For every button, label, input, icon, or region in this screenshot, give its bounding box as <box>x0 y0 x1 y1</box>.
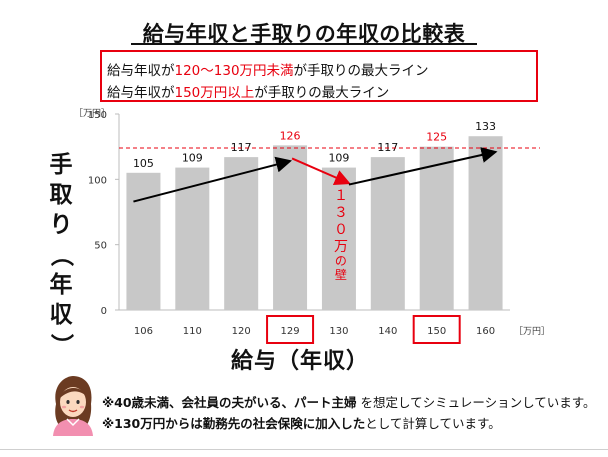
value-label-4: 109 <box>328 152 349 165</box>
value-label-6: 125 <box>426 131 447 144</box>
bar-7 <box>468 136 503 310</box>
annotation-char-5: 壁 <box>335 267 347 282</box>
note-line-2: ※130万円からは勤務先の社会保険に加入したとして計算しています。 <box>102 413 501 432</box>
y-axis-label-char-0: 手 <box>49 152 73 178</box>
callout-line-2: 給与年収が150万円以上が手取りの最大ライン <box>107 81 389 101</box>
category-label-0: 106 <box>134 326 153 337</box>
annotation-char-0: １ <box>334 188 348 204</box>
woman-avatar-icon <box>53 376 93 436</box>
bar-1 <box>175 167 210 310</box>
value-label-0: 105 <box>133 157 154 170</box>
bar-0 <box>126 172 161 310</box>
category-label-7: 160 <box>476 326 495 337</box>
annotation-char-3: 万 <box>334 239 348 255</box>
bottom-divider <box>0 449 608 450</box>
category-label-2: 120 <box>232 326 251 337</box>
note-line-1-rest: を想定してシミュレーションしています。 <box>356 395 596 410</box>
value-label-3: 126 <box>280 129 301 142</box>
bar-4 <box>321 167 356 310</box>
category-highlight-box-6 <box>412 315 461 344</box>
x-axis-label: 給与（年収） <box>230 349 369 374</box>
callout-line-2-pre: 給与年収が <box>107 85 175 101</box>
x-unit-label: ［万円］ <box>514 326 550 337</box>
y-axis-label-char-1: 取 <box>49 182 73 208</box>
trend-arrow-drop <box>291 157 351 185</box>
y-axis-label: 手取り（年収） <box>46 150 76 360</box>
y-axis-label-char-2: り <box>49 212 73 238</box>
annotation-char-4: の <box>335 254 347 268</box>
trend-arrow-2 <box>348 147 498 186</box>
category-label-3: 129 <box>281 326 300 337</box>
note-line-1-bold: ※40歳未満、会社員の夫がいる、パート主婦 <box>102 395 357 410</box>
category-label-6: 150 <box>427 326 446 337</box>
y-tick-label-2: 100 <box>88 175 107 186</box>
trend-arrow-1 <box>133 156 292 203</box>
category-highlight-box-3 <box>266 315 315 344</box>
bar-5 <box>370 157 405 310</box>
bar-6 <box>419 146 454 310</box>
bar-2 <box>224 157 259 310</box>
value-label-1: 109 <box>182 152 203 165</box>
page-title: 給与年収と手取りの年収の比較表 <box>142 22 466 46</box>
callout-line-1-highlight: 120〜130万円未満 <box>174 63 294 79</box>
annotation-char-1: ３ <box>334 205 348 221</box>
y-tick-label-1: 50 <box>94 241 107 252</box>
callout-line-2-highlight: 150万円以上 <box>174 85 255 101</box>
y-axis-label-char-5: 収 <box>49 302 73 328</box>
callout-line-1-pre: 給与年収が <box>107 63 175 79</box>
y-tick-label-0: 0 <box>101 306 107 317</box>
y-axis-label-char-4: 年 <box>49 272 73 298</box>
y-tick-label-3: 150 <box>88 110 107 121</box>
callout-line-1: 給与年収が120〜130万円未満が手取りの最大ライン <box>107 59 429 79</box>
y-unit-label: ［万円］ <box>74 108 110 119</box>
category-label-1: 110 <box>183 326 202 337</box>
callout-line-2-post: が手取りの最大ライン <box>254 85 390 101</box>
note-line-1: ※40歳未満、会社員の夫がいる、パート主婦 を想定してシミュレーションしています… <box>102 392 596 411</box>
value-label-7: 133 <box>475 120 496 133</box>
note-line-2-rest: として計算しています。 <box>365 416 501 431</box>
category-label-4: 130 <box>329 326 348 337</box>
annotation-char-2: ０ <box>334 222 348 238</box>
category-label-5: 140 <box>378 326 397 337</box>
callout-box: 給与年収が120〜130万円未満が手取りの最大ライン 給与年収が150万円以上が… <box>100 50 538 102</box>
note-line-2-bold: ※130万円からは勤務先の社会保険に加入した <box>102 416 366 431</box>
title-underline <box>131 43 477 45</box>
callout-line-1-post: が手取りの最大ライン <box>293 63 429 79</box>
bar-3 <box>273 145 308 310</box>
